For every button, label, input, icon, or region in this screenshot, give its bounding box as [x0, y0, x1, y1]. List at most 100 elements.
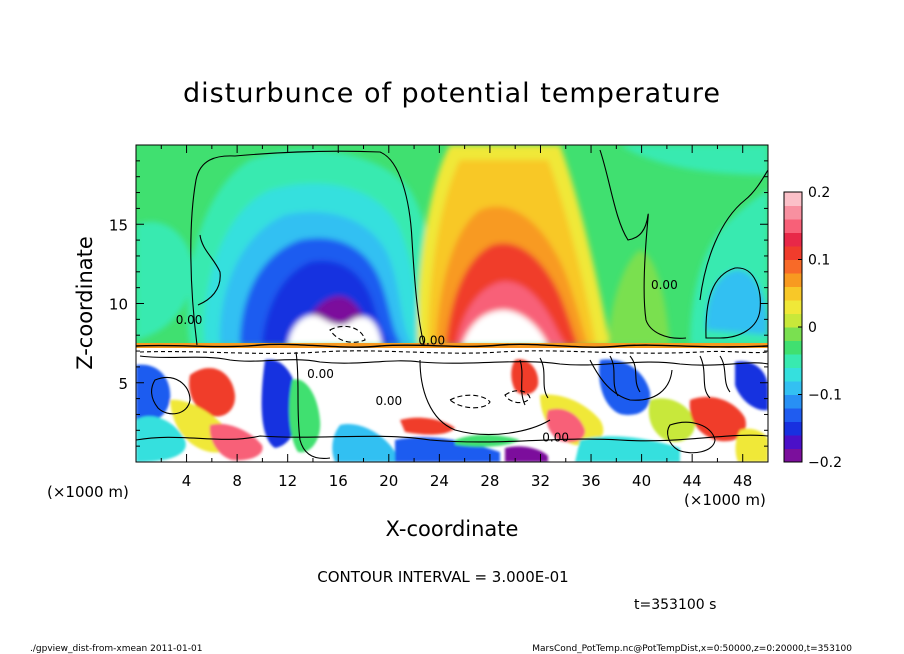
colorbar-segment [784, 327, 802, 341]
contour-lower-wiggles [519, 355, 731, 406]
x-tick-label: 24 [430, 472, 449, 490]
contour-dashed-2 [504, 390, 531, 404]
x-tick-label: 44 [683, 472, 702, 490]
x-tick-label: 8 [232, 472, 242, 490]
contour-interface [136, 343, 768, 348]
colorbar-segment [784, 435, 802, 449]
contour-dashed-1 [449, 394, 491, 409]
contour-label: 0.00 [176, 313, 203, 327]
lower-red-mid2 [546, 408, 586, 443]
colorbar: 0.2 0.1 0 −0.1 −0.2 [783, 185, 842, 471]
lower-cyan-right [575, 436, 680, 462]
contour-left-plume [190, 150, 425, 346]
x-axis-label: X-coordinate [386, 517, 519, 541]
contours [136, 149, 768, 459]
colorbar-segment [784, 232, 802, 247]
right-yellow-patch [608, 250, 670, 345]
x-tick-label: 16 [329, 472, 348, 490]
contour-right-wall [699, 169, 768, 301]
x-tick-label: 32 [531, 472, 550, 490]
upper-field [136, 145, 768, 345]
contour-label: 0.00 [375, 394, 402, 408]
contour-dashed-4 [139, 350, 768, 354]
x-tick-label: 48 [733, 472, 752, 490]
contour-interval-text: CONTOUR INTERVAL = 3.000E-01 [317, 568, 568, 586]
colorbar-segment [784, 286, 802, 301]
lower-red-right [689, 396, 746, 442]
warm-plume-tip [462, 310, 548, 345]
x-tick-label: 20 [379, 472, 398, 490]
colorbar-segment [784, 394, 802, 409]
colorbar-tick-label: 0.1 [808, 253, 830, 269]
colorbar-tick-label: −0.2 [808, 455, 842, 471]
footer-left: ./gpview_dist-from-xmean 2011-01-01 [30, 644, 202, 654]
top-right-cyan [620, 145, 768, 175]
contour-mid-left [295, 351, 331, 459]
contour-right-patch [705, 267, 761, 339]
contour-bottom-band [136, 434, 768, 443]
contour-lower-left-loop [151, 377, 191, 415]
x-tick-label: 28 [480, 472, 499, 490]
lower-green-mid1 [289, 379, 321, 453]
y-tick-label: 5 [118, 375, 128, 393]
lower-blue-bottom [395, 437, 500, 462]
colorbar-segment [784, 219, 802, 233]
x-tick-label: 12 [278, 472, 297, 490]
x-unit-left: (×1000 m) [47, 483, 129, 501]
contour-label: 0.00 [307, 367, 334, 381]
contour-label: 0.00 [542, 430, 569, 444]
colorbar-segment [784, 381, 802, 395]
cool-plume-tip [288, 315, 382, 345]
contour-right-plume [599, 149, 687, 339]
colorbar-segment [784, 354, 802, 368]
lower-field [136, 352, 768, 462]
interface-band-white [136, 348, 768, 352]
x-tick-label: 40 [632, 472, 651, 490]
interface-band [136, 343, 768, 352]
lower-red-mid [511, 359, 539, 395]
contour-label: 0.00 [418, 334, 445, 348]
contour-left-edge [197, 234, 221, 306]
colorbar-segment [784, 313, 802, 328]
contour-interface-2 [139, 355, 768, 366]
contour-right-lower [589, 359, 673, 401]
lower-blue-mid1 [261, 359, 299, 448]
lower-yellow-right2 [735, 428, 768, 462]
contour-mid-right [419, 359, 551, 435]
left-cyan-patch [136, 221, 193, 340]
lower-red-left [189, 367, 236, 417]
x-tick-label: 4 [182, 472, 192, 490]
x-tick-label: 36 [581, 472, 600, 490]
lower-green-strip [455, 434, 520, 447]
footer-right: MarsCond_PotTemp.nc@PotTempDist,x=0:5000… [532, 644, 852, 654]
contour-labels: 0.00 0.00 0.00 0.00 0.00 0.00 [176, 278, 678, 444]
lower-blue-right2 [735, 361, 768, 411]
contour-lower-right-loop [667, 421, 716, 454]
colorbar-segment [784, 340, 802, 355]
colorbar-segment [784, 367, 802, 382]
lower-magenta [505, 446, 548, 462]
contour-dashed-3 [329, 325, 366, 343]
lower-cyan-left [136, 416, 186, 462]
y-tick-label: 10 [109, 296, 128, 314]
lower-cyan-mid [332, 424, 395, 462]
colorbar-segment [784, 273, 802, 287]
lower-red-left2 [209, 423, 263, 461]
plot-area: 0.00 0.00 0.00 0.00 0.00 0.00 [136, 145, 768, 462]
time-text: t=353100 s [634, 597, 716, 613]
lower-blue-right [599, 359, 651, 416]
colorbar-tick-label: −0.1 [808, 388, 842, 404]
colorbar-segment [784, 300, 802, 314]
colorbar-segment [784, 421, 802, 436]
colorbar-tick-label: 0.2 [808, 185, 830, 201]
chart-title: disturbunce of potential temperature [183, 78, 721, 109]
colorbar-segment [784, 408, 802, 422]
colorbar-segment [784, 448, 802, 463]
y-axis-label: Z-coordinate [73, 236, 97, 370]
y-axis-ticks: 5 10 15 [109, 160, 768, 447]
colorbar-segment [784, 192, 802, 206]
colorbar-tick-label: 0 [808, 320, 817, 336]
x-unit-right: (×1000 m) [684, 491, 766, 509]
lower-blue-left [136, 364, 171, 422]
